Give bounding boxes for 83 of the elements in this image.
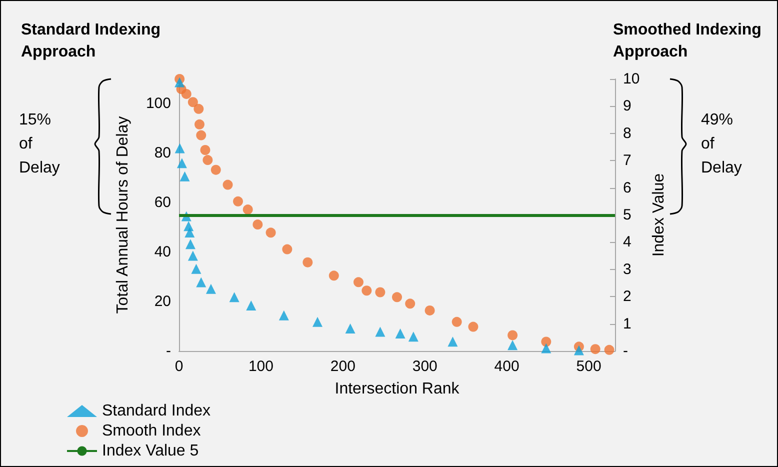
point xyxy=(424,305,435,316)
point xyxy=(194,119,204,130)
point xyxy=(395,328,406,338)
point xyxy=(188,250,198,261)
y-tick-label: 80 xyxy=(154,144,171,162)
point xyxy=(328,270,339,281)
text: Smoothed Indexing Approach xyxy=(613,22,766,60)
point xyxy=(468,322,478,332)
point xyxy=(452,316,462,327)
point xyxy=(202,155,213,166)
y2-tick-label: 5 xyxy=(623,206,632,224)
point xyxy=(196,277,206,288)
y2-tick-label: 9 xyxy=(623,98,632,115)
point xyxy=(210,164,221,175)
y2-tick-label: 8 xyxy=(623,124,632,142)
point xyxy=(282,244,292,254)
y2-tick-label: 4 xyxy=(623,234,632,251)
y-tick-label: 100 xyxy=(146,95,171,112)
x-tick-label: 500 xyxy=(576,358,602,375)
point xyxy=(180,171,190,182)
point xyxy=(229,292,240,302)
point xyxy=(222,180,233,190)
point xyxy=(191,264,202,274)
point xyxy=(233,196,244,206)
y-axis-title: Total Annual Hours of Delay xyxy=(114,116,132,314)
point xyxy=(405,298,416,309)
point xyxy=(185,239,196,250)
point xyxy=(246,300,256,310)
point xyxy=(176,158,187,168)
text: 15% of Delay xyxy=(19,112,60,176)
y2-tick-label: - xyxy=(623,342,628,360)
point xyxy=(188,97,198,108)
y-tick-label: 40 xyxy=(154,244,171,261)
x-axis-title: Intersection Rank xyxy=(334,380,460,398)
point xyxy=(200,144,210,155)
x-tick-label: 400 xyxy=(494,358,520,375)
point xyxy=(196,130,206,140)
legend-label: Smooth Index xyxy=(102,422,201,440)
y-tick-label: 20 xyxy=(154,293,171,310)
point xyxy=(604,344,614,355)
point xyxy=(408,332,418,342)
point xyxy=(508,340,518,350)
point xyxy=(174,77,185,88)
y-tick-label: 60 xyxy=(154,194,171,212)
point xyxy=(392,292,402,302)
point xyxy=(375,326,386,337)
y2-tick-label: 3 xyxy=(623,260,632,278)
point xyxy=(345,324,356,334)
text: Standard Indexing Approach xyxy=(21,22,166,60)
point xyxy=(375,287,386,298)
y-tick-label: - xyxy=(166,342,171,360)
y2-tick-label: 10 xyxy=(623,70,640,88)
point xyxy=(448,336,458,347)
point xyxy=(541,343,552,354)
point xyxy=(541,336,552,347)
legend-label: Index Value 5 xyxy=(102,442,199,460)
point xyxy=(206,284,216,294)
point xyxy=(590,344,600,354)
x-tick-label: 0 xyxy=(174,358,184,375)
point xyxy=(174,143,185,154)
y2-tick-label: 1 xyxy=(623,315,632,332)
x-tick-label: 300 xyxy=(412,358,438,375)
y2-tick-label: 2 xyxy=(623,288,632,306)
point xyxy=(362,286,372,296)
point xyxy=(184,228,195,238)
point xyxy=(312,316,323,327)
legend-label: Standard Index xyxy=(102,402,211,420)
x-tick-label: 200 xyxy=(330,358,356,375)
point xyxy=(508,330,518,340)
point xyxy=(574,345,584,356)
point xyxy=(252,220,263,230)
point xyxy=(266,228,276,238)
y2-axis-title: Index Value xyxy=(650,173,668,257)
y2-tick-label: 7 xyxy=(623,152,632,170)
point xyxy=(181,88,192,99)
point xyxy=(242,204,253,215)
text: 49% of Delay xyxy=(701,112,742,176)
x-tick-label: 100 xyxy=(248,358,274,375)
point xyxy=(302,257,313,268)
point xyxy=(194,104,204,114)
y2-tick-label: 6 xyxy=(623,179,632,196)
point xyxy=(353,277,364,288)
point xyxy=(278,310,289,320)
